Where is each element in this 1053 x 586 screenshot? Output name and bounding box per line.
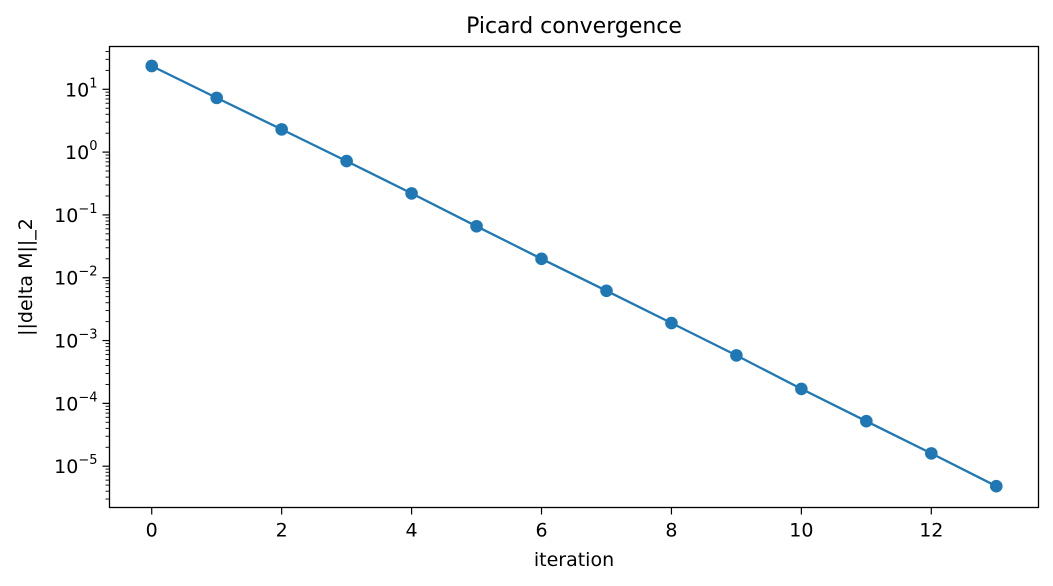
data-point: [145, 59, 159, 73]
y-tick-label: 10−2: [54, 265, 97, 290]
chart-title: Picard convergence: [466, 14, 682, 39]
data-point: [470, 219, 483, 233]
y-tick-exponent: −1: [78, 202, 97, 217]
data-point: [210, 91, 223, 105]
x-tick-label: 2: [276, 520, 288, 542]
data-point: [665, 316, 678, 330]
data-point: [600, 284, 613, 298]
plot-frame: [108, 45, 1040, 509]
y-axis-label: ||delta M||_2: [15, 218, 37, 336]
series-line: [151, 64, 997, 488]
y-tick-label: 10−4: [54, 390, 97, 415]
y-tick-exponent: −5: [78, 453, 97, 468]
y-tick-base: 10: [54, 205, 78, 227]
data-point: [730, 349, 743, 362]
y-tick-exponent: −4: [78, 390, 97, 405]
y-tick-label: 10−1: [54, 202, 97, 227]
data-point: [405, 187, 418, 200]
x-tick-label: 10: [789, 520, 813, 542]
x-tick-label: 6: [535, 520, 547, 542]
x-tick-label: 12: [919, 520, 943, 542]
y-tick-base: 10: [54, 393, 78, 415]
y-tick-label: 10−3: [54, 328, 97, 353]
data-point: [925, 447, 938, 460]
y-tick-base: 10: [54, 268, 78, 290]
y-tick-base: 10: [54, 331, 78, 353]
data-point: [795, 382, 808, 396]
y-tick-exponent: 0: [89, 139, 97, 154]
series-layer: [145, 59, 1003, 493]
y-tick-exponent: 1: [89, 76, 97, 91]
x-tick-label: 4: [406, 520, 418, 542]
y-tick-exponent: −3: [78, 328, 97, 343]
data-point: [340, 154, 353, 168]
y-tick-label: 10−5: [54, 453, 97, 478]
y-tick-exponent: −2: [78, 265, 97, 280]
data-point: [860, 414, 873, 428]
data-point: [989, 479, 1003, 493]
x-tick-label: 8: [665, 520, 677, 542]
data-point: [275, 123, 288, 136]
y-tick-base: 10: [65, 79, 89, 101]
y-tick-label: 101: [65, 76, 97, 101]
x-tick-label: 0: [146, 520, 158, 542]
y-tick-base: 10: [54, 456, 78, 478]
data-point: [535, 252, 548, 266]
y-tick-label: 100: [65, 139, 97, 164]
x-axis-ticks: 0 2 4 6 8 10 12: [146, 507, 943, 542]
y-tick-base: 10: [65, 142, 89, 164]
x-axis-label: iteration: [534, 549, 614, 571]
